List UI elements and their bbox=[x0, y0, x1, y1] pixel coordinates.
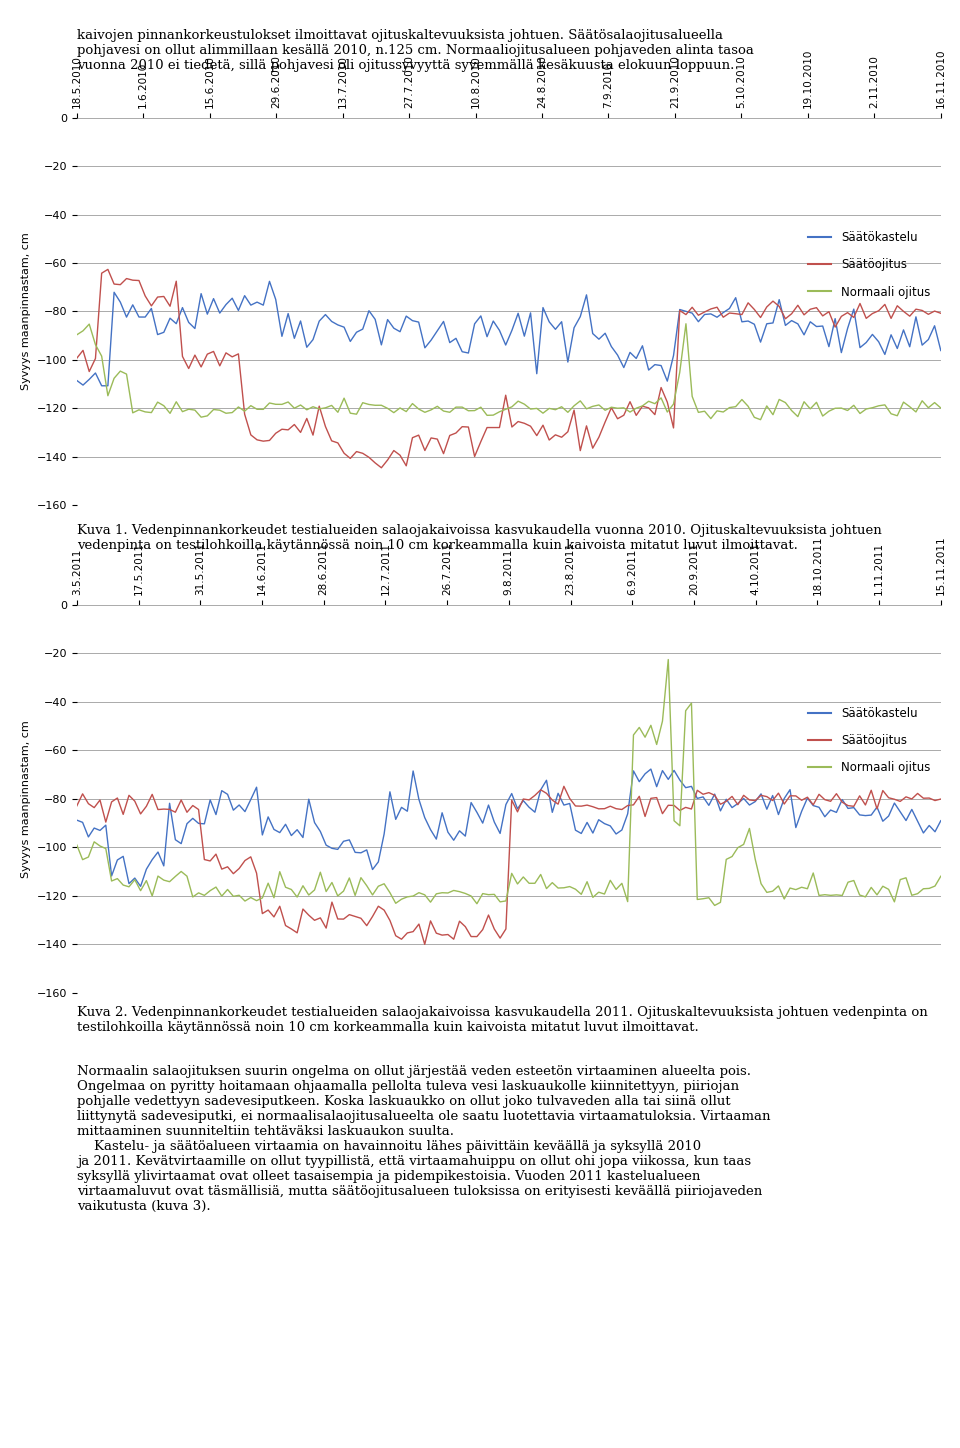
Text: Normaalin salaojituksen suurin ongelma on ollut järjestää veden esteetön virtaam: Normaalin salaojituksen suurin ongelma o… bbox=[77, 1064, 770, 1212]
Legend: Säätökastelu, Säätöojitus, Normaali ojitus: Säätökastelu, Säätöojitus, Normaali ojit… bbox=[803, 702, 935, 779]
Text: Kuva 2. Vedenpinnankorkeudet testialueiden salaojakaivoissa kasvukaudella 2011. : Kuva 2. Vedenpinnankorkeudet testialueid… bbox=[77, 1006, 927, 1034]
Y-axis label: Syvyys maanpinnastam, cm: Syvyys maanpinnastam, cm bbox=[21, 233, 31, 391]
Text: kaivojen pinnankorkeustulokset ilmoittavat ojituskaltevuuksista johtuen. Säätösa: kaivojen pinnankorkeustulokset ilmoittav… bbox=[77, 29, 754, 72]
Text: Kuva 1. Vedenpinnankorkeudet testialueiden salaojakaivoissa kasvukaudella vuonna: Kuva 1. Vedenpinnankorkeudet testialueid… bbox=[77, 524, 881, 552]
Legend: Säätökastelu, Säätöojitus, Normaali ojitus: Säätökastelu, Säätöojitus, Normaali ojit… bbox=[803, 226, 935, 303]
Y-axis label: Syvyys maanpinnastam, cm: Syvyys maanpinnastam, cm bbox=[21, 720, 31, 877]
